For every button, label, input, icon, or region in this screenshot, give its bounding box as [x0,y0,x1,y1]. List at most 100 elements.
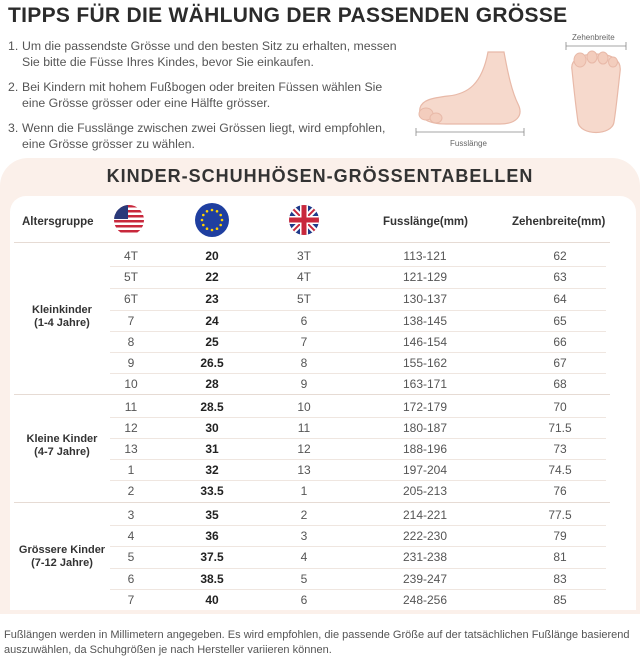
cell-eu: 25 [205,335,219,349]
uk-flag-icon [289,205,319,235]
cell-eu: 37.5 [200,550,224,564]
cell-toe-width: 74.5 [548,463,572,477]
cell-toe-width: 73 [553,442,567,456]
cell-us: 7 [127,593,135,607]
tip-item: 3. Wenn die Fusslänge zwischen zwei Gröss… [8,120,403,152]
cell-uk: 7 [300,335,308,349]
header-divider [14,242,610,243]
group-age-range: (4-7 Jahre) [34,446,90,458]
table-row: 3 35 2 214-221 77.5 [110,504,606,527]
cell-foot-length: 231-238 [402,550,448,564]
cell-uk: 10 [297,400,311,414]
cell-us: 1 [127,463,135,477]
cell-eu: 40 [205,593,219,607]
cell-eu: 36 [205,529,219,543]
cell-us: 7 [127,314,135,328]
cell-foot-length: 222-230 [402,529,448,543]
cell-us: 10 [124,377,138,391]
cell-uk: 6 [300,593,308,607]
cell-uk: 3 [300,529,308,543]
cell-uk: 6 [300,314,308,328]
group-age-range: (7-12 Jahre) [31,557,93,569]
cell-foot-length: 113-121 [403,249,447,263]
cell-uk: 4T [296,270,311,284]
tip-text: Um die passendste Grösse und den besten … [22,39,397,69]
cell-foot-length: 138-145 [402,314,448,328]
page-title: TIPPS FÜR DIE WÄHLUNG DER PASSENDEN GRÖS… [8,4,568,27]
toe-width-label: Zehenbreite [572,33,615,42]
cell-toe-width: 70 [553,400,567,414]
table-row: 9 26.5 8 155-162 67 [110,352,606,375]
cell-toe-width: 79 [553,529,567,543]
table-title: KINDER-SCHUHHÖSEN-GRÖSSENTABELLEN [106,166,534,186]
cell-uk: 5T [296,292,311,306]
table-row: 11 28.5 10 172-179 70 [110,396,606,419]
header-toe-width: Zehenbreite(mm) [512,216,606,228]
cell-eu: 20 [205,249,219,263]
cell-eu: 22 [205,270,219,284]
footer-note: Fußlängen werden in Millimetern angegebe… [4,629,630,656]
cell-us: 2 [127,484,135,498]
table-row: 6T 23 5T 130-137 64 [110,288,606,311]
cell-eu: 28 [205,377,219,391]
group-divider [14,394,610,395]
cell-uk: 2 [300,508,308,522]
group-age-range: (1-4 Jahre) [34,317,90,329]
tip-number: 1. [8,39,19,53]
group-divider [14,502,610,503]
group-name: Kleine Kinder [26,433,98,445]
eu-flag-icon [195,203,229,237]
cell-foot-length: 214-221 [402,508,448,522]
table-row: 10 28 9 163-171 68 [110,373,606,396]
cell-toe-width: 62 [553,249,567,263]
cell-eu: 28.5 [200,400,224,414]
tip-text: Bei Kindern mit hohem Fußbogen oder brei… [22,80,383,110]
cell-foot-length: 163-171 [402,377,448,391]
cell-uk: 5 [300,572,308,586]
group-label-big-kids: Grössere Kinder (7-12 Jahre) [8,544,116,570]
cell-toe-width: 81 [553,550,567,564]
cell-foot-length: 180-187 [402,421,448,435]
tips-list: 1. Um die passendste Grösse und den beste… [8,38,403,161]
cell-us: 3 [127,508,135,522]
cell-toe-width: 77.5 [548,508,572,522]
cell-us: 4T [123,249,138,263]
group-label-little-kids: Kleine Kinder (4-7 Jahre) [8,433,116,459]
cell-us: 5 [127,550,135,564]
cell-foot-length: 197-204 [402,463,448,477]
cell-eu: 38.5 [200,572,224,586]
cell-toe-width: 71.5 [548,421,572,435]
cell-us: 6 [127,572,135,586]
table-row: 8 25 7 146-154 66 [110,331,606,354]
cell-eu: 26.5 [200,356,224,370]
cell-us: 6T [123,292,138,306]
cell-toe-width: 67 [553,356,567,370]
cell-foot-length: 205-213 [402,484,448,498]
tip-number: 2. [8,80,19,94]
tip-item: 1. Um die passendste Grösse und den beste… [8,38,403,70]
table-row: 2 33.5 1 205-213 76 [110,480,606,503]
cell-uk: 9 [300,377,308,391]
cell-eu: 23 [205,292,219,306]
cell-foot-length: 248-256 [402,593,448,607]
cell-uk: 8 [300,356,308,370]
cell-uk: 13 [297,463,311,477]
cell-eu: 31 [205,442,219,456]
cell-foot-length: 239-247 [402,572,448,586]
table-row: 7 24 6 138-145 65 [110,310,606,333]
header-age-group: Altersgruppe [22,216,94,228]
table-row: 6 38.5 5 239-247 83 [110,568,606,591]
table-row: 5 37.5 4 231-238 81 [110,546,606,569]
cell-us: 5T [123,270,138,284]
cell-toe-width: 65 [553,314,567,328]
table-row: 4T 20 3T 113-121 62 [110,245,606,268]
size-table [10,196,636,610]
header-foot-length: Fusslänge(mm) [383,216,468,228]
cell-toe-width: 76 [553,484,567,498]
table-row: 5T 22 4T 121-129 63 [110,266,606,289]
cell-us: 8 [127,335,135,349]
cell-foot-length: 188-196 [402,442,448,456]
cell-us: 12 [124,421,138,435]
table-row: 1 32 13 197-204 74.5 [110,459,606,482]
foot-side-illustration: Fusslänge [415,51,525,148]
